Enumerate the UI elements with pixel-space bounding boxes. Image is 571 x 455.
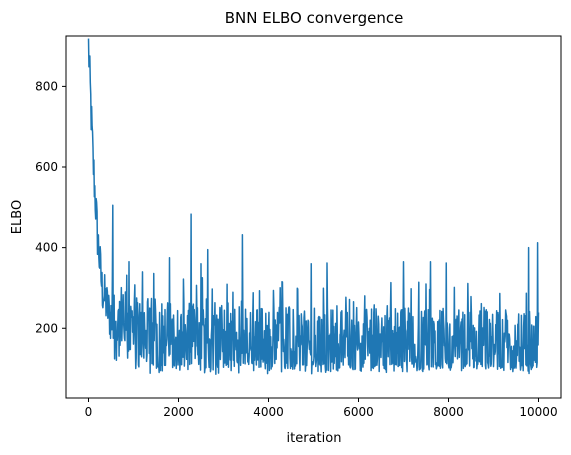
x-tick-label: 6000 <box>343 405 374 419</box>
x-tick-label: 10000 <box>519 405 557 419</box>
chart-title: BNN ELBO convergence <box>225 9 404 27</box>
x-axis-label: iteration <box>287 431 342 446</box>
series-line <box>87 38 540 375</box>
x-tick-label: 4000 <box>253 405 284 419</box>
y-axis-label: ELBO <box>10 200 25 234</box>
x-tick-label: 2000 <box>163 405 194 419</box>
y-tick-label: 800 <box>35 79 58 93</box>
x-tick-label: 0 <box>85 405 93 419</box>
y-tick-label: 400 <box>35 241 58 255</box>
y-tick-label: 600 <box>35 160 58 174</box>
plot-frame <box>65 35 562 399</box>
y-tick-label: 200 <box>35 321 58 335</box>
x-tick-label: 8000 <box>433 405 464 419</box>
